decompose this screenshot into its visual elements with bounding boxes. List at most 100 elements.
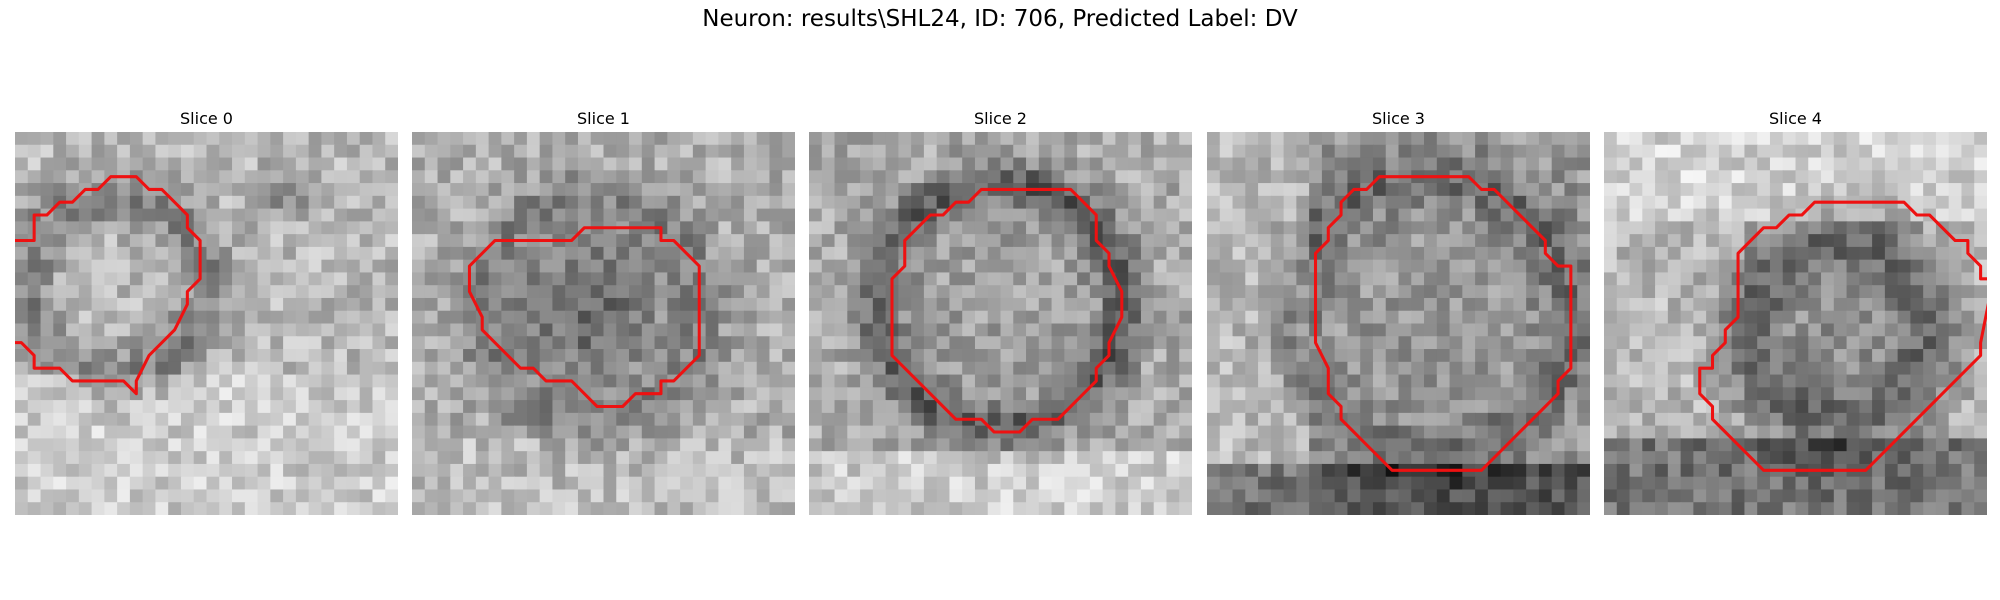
image-pixel [769,323,783,338]
image-pixel [1153,476,1168,491]
image-pixel [1296,349,1310,363]
image-pixel [129,400,144,414]
image-pixel [1833,246,1848,261]
image-pixel [232,246,246,261]
image-pixel [1051,451,1066,465]
image-pixel [526,132,541,146]
image-pixel [1655,272,1669,286]
image-pixel [1757,489,1771,503]
image-pixel [923,170,938,184]
image-pixel [705,285,720,299]
image-pixel [1513,272,1527,286]
image-pixel [78,195,93,210]
image-pixel [257,132,272,146]
image-pixel [1655,170,1669,184]
image-pixel [501,195,515,210]
image-pixel [1334,438,1349,452]
image-pixel [782,438,795,452]
image-pixel [475,387,490,401]
image-pixel [987,234,1002,248]
image-pixel [1219,144,1234,159]
image-pixel [756,285,771,299]
image-pixel [1347,170,1361,184]
image-pixel [1166,349,1180,363]
image-pixel [731,195,745,210]
image-pixel [1000,246,1015,261]
image-pixel [66,183,80,197]
image-pixel [1846,221,1861,235]
image-pixel [257,412,272,427]
image-pixel [885,502,900,515]
image-pixel [1795,221,1810,235]
image-pixel [1283,463,1298,478]
image-pixel [27,310,42,325]
image-pixel [1808,438,1822,452]
image-pixel [437,400,452,414]
image-pixel [514,476,528,491]
image-pixel [923,157,938,172]
image-pixel [1821,157,1835,172]
image-pixel [463,349,477,363]
image-pixel [1411,259,1425,274]
image-pixel [1526,132,1540,146]
image-pixel [450,476,464,491]
image-pixel [1283,170,1298,184]
image-pixel [1910,195,1924,210]
image-pixel [692,476,707,491]
image-pixel [526,144,541,159]
image-pixel [232,412,246,427]
image-pixel [91,208,106,223]
image-pixel [1731,323,1746,338]
image-pixel [987,157,1002,172]
image-pixel [1821,170,1835,184]
image-pixel [283,412,297,427]
image-pixel [1604,285,1618,299]
image-pixel [321,234,335,248]
image-pixel [1693,336,1707,350]
image-pixel [1538,310,1553,325]
image-pixel [1757,400,1771,414]
image-pixel [142,170,157,184]
image-pixel [1923,387,1937,401]
image-pixel [1475,400,1489,414]
image-pixel [1219,221,1234,235]
image-pixel [206,246,221,261]
image-pixel [1923,425,1937,440]
image-pixel [475,361,490,376]
image-pixel [1897,157,1912,172]
image-pixel [1411,502,1425,515]
image-pixel [718,463,732,478]
image-pixel [974,157,989,172]
image-pixel [1115,387,1129,401]
image-pixel [385,349,398,363]
image-pixel [1128,400,1142,414]
image-pixel [1616,489,1631,503]
image-pixel [1334,310,1349,325]
image-pixel [718,336,732,350]
image-pixel [1833,234,1848,248]
image-pixel [1744,285,1758,299]
image-pixel [911,144,925,159]
image-pixel [1051,132,1066,146]
image-pixel [206,451,221,465]
image-pixel [1140,310,1155,325]
image-pixel [1334,297,1349,312]
image-pixel [1884,425,1899,440]
image-pixel [359,489,374,503]
image-pixel [321,310,335,325]
image-pixel [923,451,938,465]
image-pixel [1321,132,1336,146]
image-pixel [526,387,541,401]
image-pixel [1296,195,1310,210]
image-pixel [1680,272,1695,286]
image-pixel [1360,272,1374,286]
image-pixel [424,438,439,452]
image-pixel [1013,476,1027,491]
image-pixel [372,400,386,414]
image-pixel [1270,451,1285,465]
image-pixel [1102,489,1117,503]
image-pixel [949,297,963,312]
image-pixel [180,259,195,274]
image-pixel [1102,221,1117,235]
image-pixel [962,502,976,515]
